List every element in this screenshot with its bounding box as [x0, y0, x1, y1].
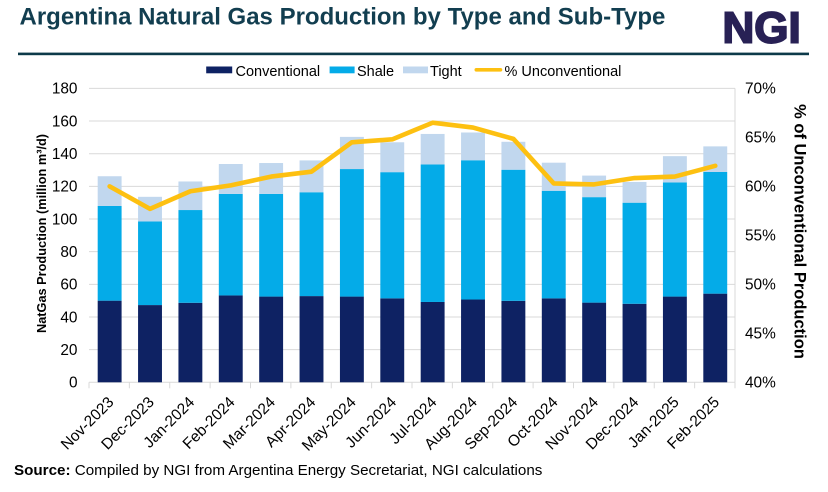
- svg-text:160: 160: [52, 113, 78, 130]
- svg-text:Source: Compiled by NGI from A: Source: Compiled by NGI from Argentina E…: [14, 462, 543, 479]
- svg-text:NatGas Production (million m³/: NatGas Production (million m³/d): [34, 134, 49, 333]
- svg-text:NGI: NGI: [723, 4, 801, 53]
- svg-text:Argentina Natural Gas Producti: Argentina Natural Gas Production by Type…: [20, 4, 666, 31]
- svg-text:100: 100: [52, 211, 78, 228]
- svg-text:40%: 40%: [745, 375, 776, 392]
- svg-text:180: 180: [52, 81, 78, 98]
- svg-text:% Unconventional: % Unconventional: [505, 64, 622, 80]
- svg-text:70%: 70%: [745, 81, 776, 98]
- svg-text:40: 40: [60, 309, 77, 326]
- svg-text:80: 80: [60, 244, 77, 261]
- svg-text:Tight: Tight: [430, 64, 462, 80]
- svg-text:45%: 45%: [745, 326, 776, 343]
- svg-text:50%: 50%: [745, 277, 776, 294]
- svg-text:Conventional: Conventional: [236, 64, 321, 80]
- svg-text:120: 120: [52, 179, 78, 196]
- svg-text:0: 0: [69, 375, 78, 392]
- svg-text:60%: 60%: [745, 179, 776, 196]
- svg-text:20: 20: [60, 342, 77, 359]
- svg-text:60: 60: [60, 277, 77, 294]
- svg-text:65%: 65%: [745, 130, 776, 147]
- svg-text:55%: 55%: [745, 228, 776, 245]
- svg-text:% of Unconventional Production: % of Unconventional Production: [790, 104, 808, 359]
- svg-text:Shale: Shale: [357, 64, 394, 80]
- svg-text:140: 140: [52, 146, 78, 163]
